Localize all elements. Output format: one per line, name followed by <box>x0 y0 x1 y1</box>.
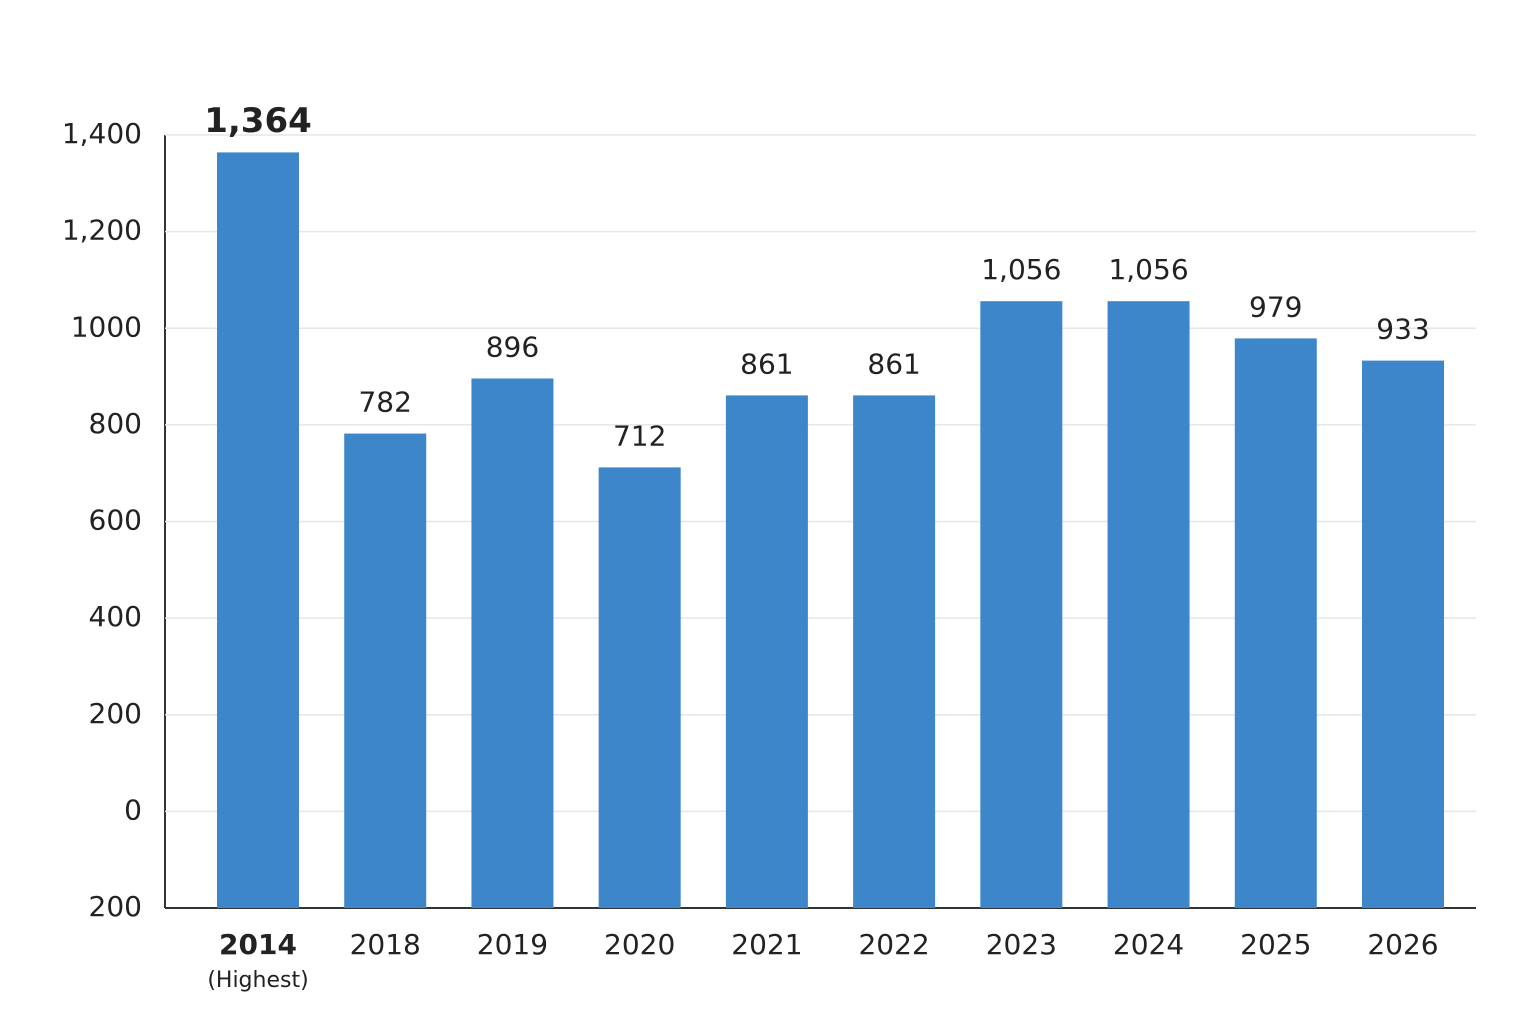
x-tick-label: 2024 <box>1113 928 1184 961</box>
bar <box>217 152 299 908</box>
x-tick-label: 2022 <box>858 928 929 961</box>
y-tick-label: 800 <box>89 407 142 440</box>
x-tick-label: 2020 <box>604 928 675 961</box>
bar <box>980 301 1063 908</box>
value-label: 861 <box>740 347 793 380</box>
y-tick-label: 200 <box>89 890 142 923</box>
bar <box>471 378 554 908</box>
x-tick-label: 2025 <box>1240 928 1311 961</box>
x-tick-label: 2018 <box>350 928 421 961</box>
y-tick-label: 600 <box>89 504 142 537</box>
x-tick-label: 2014 <box>219 928 297 961</box>
value-label: 933 <box>1376 313 1429 346</box>
x-tick-label: 2021 <box>731 928 802 961</box>
y-tick-label: 1,400 <box>62 117 142 150</box>
y-tick-label: 0 <box>124 793 142 826</box>
x-tick-label: 2019 <box>477 928 548 961</box>
value-label: 1,056 <box>1108 253 1188 286</box>
value-label: 896 <box>486 330 539 363</box>
y-tick-label: 1,200 <box>62 214 142 247</box>
annotation: (Highest) <box>207 968 308 993</box>
bar <box>598 467 681 908</box>
y-tick-label: 400 <box>89 600 142 633</box>
value-label: 861 <box>867 347 920 380</box>
bar <box>344 433 427 908</box>
bar <box>1107 301 1190 908</box>
x-tick-label: 2026 <box>1367 928 1438 961</box>
value-label: 1,364 <box>204 101 312 141</box>
x-tick-label: 2023 <box>986 928 1057 961</box>
value-label: 1,056 <box>981 253 1061 286</box>
bar <box>1362 360 1444 908</box>
y-tick-label: 1000 <box>71 310 142 343</box>
value-label: 979 <box>1249 290 1302 323</box>
bar <box>1234 338 1317 908</box>
bar <box>853 395 936 908</box>
value-label: 782 <box>358 386 411 419</box>
bar <box>725 395 808 908</box>
y-tick-label: 200 <box>89 697 142 730</box>
value-label: 712 <box>613 419 666 452</box>
